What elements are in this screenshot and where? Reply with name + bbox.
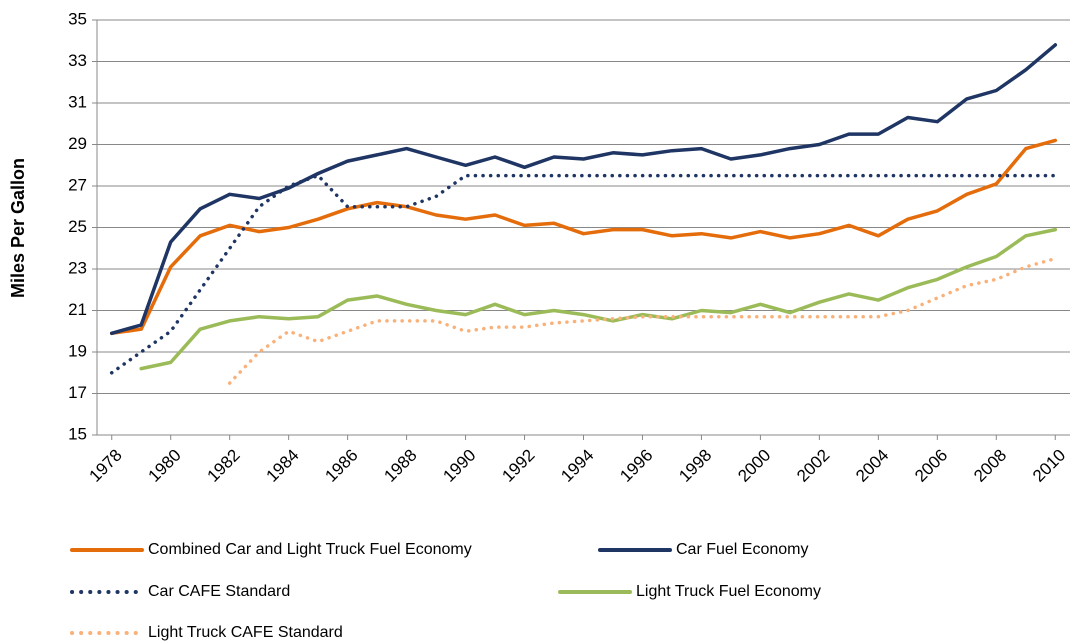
y-tick-label: 17 <box>68 383 87 402</box>
y-tick-label: 25 <box>68 217 87 236</box>
y-tick-label: 33 <box>68 51 87 70</box>
x-tick-label: 2002 <box>793 446 833 486</box>
x-tick-label: 1980 <box>145 446 185 486</box>
legend: Combined Car and Light Truck Fuel Econom… <box>70 541 821 641</box>
series-line <box>109 43 1058 336</box>
y-tick-label: 23 <box>68 258 87 277</box>
series-line <box>139 227 1058 371</box>
x-tick-label: 1996 <box>616 446 656 486</box>
y-tick-label: 21 <box>68 300 87 319</box>
x-tick-label: 1994 <box>557 446 597 486</box>
series-line <box>109 138 1058 336</box>
legend-label: Light Truck Fuel Economy <box>636 583 821 600</box>
x-tick-label: 1988 <box>380 446 420 486</box>
x-tick-label: 1982 <box>203 446 243 486</box>
y-tick-label: 29 <box>68 134 87 153</box>
legend-label: Car Fuel Economy <box>676 541 809 558</box>
y-tick-label: 15 <box>68 424 87 443</box>
y-tick-label: 27 <box>68 175 87 194</box>
x-tick-label: 2006 <box>911 446 951 486</box>
x-tick-label: 1978 <box>86 446 126 486</box>
x-tick-label: 1984 <box>262 446 302 486</box>
y-tick-label: 31 <box>68 92 87 111</box>
y-tick-label: 19 <box>68 341 87 360</box>
x-tick-label: 1986 <box>321 446 361 486</box>
legend-label: Car CAFE Standard <box>148 583 290 600</box>
x-tick-label: 2004 <box>852 446 892 486</box>
y-tick-label: 35 <box>68 9 87 28</box>
series-line <box>109 173 1058 375</box>
x-tick-label: 1992 <box>498 446 538 486</box>
y-axis-label: Miles Per Gallon <box>8 158 28 298</box>
legend-label: Light Truck CAFE Standard <box>148 624 343 641</box>
legend-label: Combined Car and Light Truck Fuel Econom… <box>148 541 472 558</box>
x-tick-label: 2008 <box>970 446 1010 486</box>
x-tick-label: 1998 <box>675 446 715 486</box>
series-line <box>227 256 1058 385</box>
x-tick-label: 1990 <box>439 446 479 486</box>
x-tick-label: 2000 <box>734 446 774 486</box>
x-tick-label: 2010 <box>1029 446 1069 486</box>
